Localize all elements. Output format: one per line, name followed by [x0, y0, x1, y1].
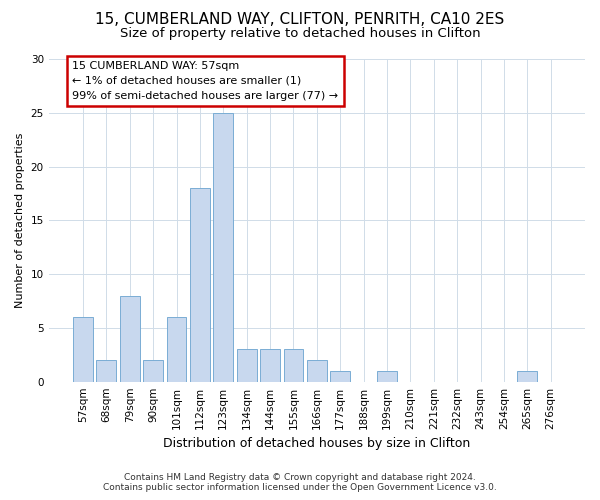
Text: Contains HM Land Registry data © Crown copyright and database right 2024.
Contai: Contains HM Land Registry data © Crown c… [103, 473, 497, 492]
Bar [97, 360, 116, 382]
Bar [377, 371, 397, 382]
Bar [330, 371, 350, 382]
Bar [73, 317, 93, 382]
Bar [214, 113, 233, 382]
Y-axis label: Number of detached properties: Number of detached properties [15, 132, 25, 308]
Bar [284, 350, 304, 382]
X-axis label: Distribution of detached houses by size in Clifton: Distribution of detached houses by size … [163, 437, 470, 450]
Bar [190, 188, 210, 382]
Bar [237, 350, 257, 382]
Bar [260, 350, 280, 382]
Text: 15, CUMBERLAND WAY, CLIFTON, PENRITH, CA10 2ES: 15, CUMBERLAND WAY, CLIFTON, PENRITH, CA… [95, 12, 505, 28]
Text: 15 CUMBERLAND WAY: 57sqm
← 1% of detached houses are smaller (1)
99% of semi-det: 15 CUMBERLAND WAY: 57sqm ← 1% of detache… [73, 61, 338, 101]
Bar [120, 296, 140, 382]
Bar [167, 317, 187, 382]
Text: Size of property relative to detached houses in Clifton: Size of property relative to detached ho… [119, 28, 481, 40]
Bar [143, 360, 163, 382]
Bar [517, 371, 537, 382]
Bar [307, 360, 327, 382]
